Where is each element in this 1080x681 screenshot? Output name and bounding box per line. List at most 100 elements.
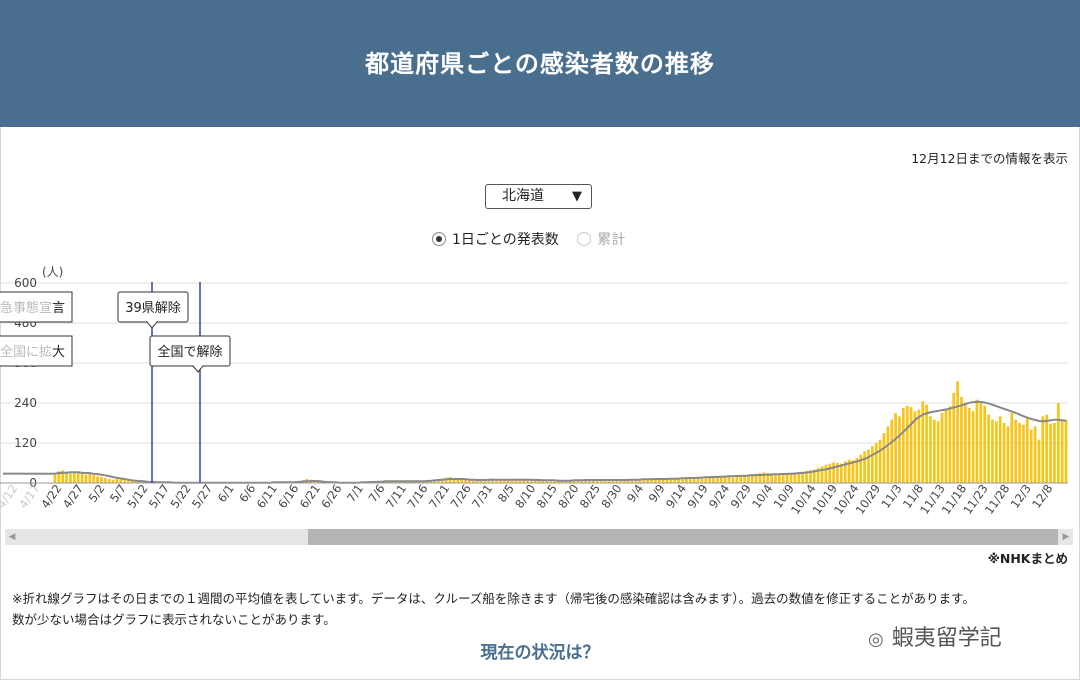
bar bbox=[84, 474, 88, 483]
bar bbox=[530, 480, 533, 483]
x-tick-label: 7/21 bbox=[426, 482, 452, 511]
bar bbox=[572, 480, 576, 483]
x-tick-label: 6/21 bbox=[297, 482, 323, 511]
bar bbox=[909, 407, 913, 483]
bar bbox=[778, 474, 781, 483]
y-axis-label: (人) bbox=[42, 265, 63, 279]
bar bbox=[994, 421, 998, 483]
bar bbox=[421, 481, 425, 483]
callout-39-prefectures-text: 39県解除 bbox=[125, 301, 181, 316]
bar bbox=[770, 473, 773, 483]
x-tick-label: 9/24 bbox=[706, 482, 732, 511]
bar bbox=[1029, 429, 1033, 483]
bar bbox=[785, 474, 789, 483]
x-tick-label: 5/12 bbox=[124, 482, 150, 511]
bar bbox=[758, 473, 762, 483]
bar bbox=[936, 421, 940, 483]
current-status-link[interactable]: 現在の状況は？ bbox=[480, 643, 600, 663]
bar bbox=[553, 481, 557, 483]
bar bbox=[828, 463, 832, 483]
bar bbox=[53, 474, 57, 483]
bar bbox=[731, 477, 735, 483]
bar bbox=[898, 416, 901, 483]
chevron-down-icon: ▼ bbox=[572, 189, 582, 204]
x-tick-label: 8/15 bbox=[534, 482, 560, 511]
bar bbox=[723, 476, 727, 483]
x-tick-label: 6/26 bbox=[318, 482, 344, 511]
bar bbox=[541, 481, 545, 483]
bar bbox=[111, 479, 115, 483]
bar bbox=[871, 446, 874, 483]
footnote-line-2: 数が少ない場合はグラフに表示されないことがあります。 bbox=[12, 612, 336, 627]
bar bbox=[1056, 403, 1060, 483]
bar bbox=[425, 481, 429, 483]
bar bbox=[76, 471, 80, 483]
bar bbox=[665, 479, 669, 483]
bar bbox=[805, 471, 808, 483]
bar bbox=[929, 416, 932, 483]
bar bbox=[685, 477, 688, 483]
bar bbox=[747, 475, 750, 483]
radio-daily-label: 1日ごとの発表数 bbox=[452, 232, 559, 248]
radio-cumulative-label: 累計 bbox=[597, 232, 626, 248]
bar bbox=[789, 473, 793, 483]
x-tick-label-clipped: 4/17 bbox=[16, 482, 42, 511]
bar bbox=[894, 413, 897, 483]
scroll-left-icon[interactable]: ◀ bbox=[8, 532, 16, 542]
bar bbox=[495, 479, 498, 483]
bar bbox=[991, 419, 994, 483]
bar bbox=[932, 419, 936, 483]
radio-cumulative[interactable]: 累計 bbox=[577, 229, 625, 249]
bar bbox=[429, 481, 433, 483]
bar bbox=[131, 481, 134, 483]
bar bbox=[475, 481, 479, 483]
mode-radio-group: 1日ごとの発表数 累計 bbox=[432, 229, 639, 249]
x-tick-label: 6/16 bbox=[275, 482, 301, 511]
bar bbox=[506, 480, 510, 483]
x-tick-label: 12/3 bbox=[1008, 482, 1034, 511]
x-tick-label: 9/14 bbox=[663, 482, 689, 511]
x-tick-label: 4/22 bbox=[38, 482, 64, 511]
bar bbox=[1022, 424, 1025, 483]
bar bbox=[750, 474, 754, 483]
bar bbox=[820, 466, 824, 483]
bar bbox=[561, 481, 564, 483]
bar bbox=[878, 439, 882, 483]
prefecture-select[interactable]: 北海道 ▼ bbox=[485, 184, 592, 209]
bar bbox=[836, 463, 839, 483]
bar bbox=[537, 480, 541, 483]
callout-emergency-box bbox=[0, 291, 73, 323]
x-tick-label: 8/30 bbox=[598, 482, 624, 511]
bar bbox=[615, 480, 619, 483]
bar bbox=[886, 426, 890, 483]
x-tick-label: 9/4 bbox=[624, 482, 646, 505]
bar bbox=[1014, 419, 1018, 483]
bar bbox=[874, 443, 878, 483]
bar bbox=[735, 477, 739, 483]
bar bbox=[452, 478, 456, 483]
bar bbox=[952, 393, 956, 483]
bar bbox=[1060, 419, 1064, 483]
watermark: ◎ 蝦夷留学記 bbox=[868, 620, 1002, 652]
scroll-right-icon[interactable]: ▶ bbox=[1062, 532, 1070, 542]
bar bbox=[638, 480, 642, 483]
bar bbox=[832, 462, 835, 483]
y-tick-label: 240 bbox=[14, 396, 37, 410]
bar bbox=[716, 476, 719, 483]
bar bbox=[801, 471, 804, 483]
bar bbox=[123, 480, 127, 483]
radio-daily[interactable]: 1日ごとの発表数 bbox=[432, 229, 559, 249]
bar bbox=[619, 480, 622, 483]
x-tick-label: 5/17 bbox=[146, 482, 172, 511]
bar bbox=[626, 479, 630, 483]
bar bbox=[696, 478, 700, 483]
bar bbox=[119, 479, 123, 483]
bar bbox=[1053, 423, 1056, 483]
bar bbox=[57, 471, 61, 483]
x-tick-label: 4/27 bbox=[60, 482, 86, 511]
bar bbox=[967, 408, 971, 483]
chart-scrollbar-thumb[interactable] bbox=[308, 529, 1058, 545]
bar bbox=[100, 477, 103, 483]
bar bbox=[979, 401, 983, 483]
callout-emergency-text: 言 bbox=[52, 301, 65, 316]
